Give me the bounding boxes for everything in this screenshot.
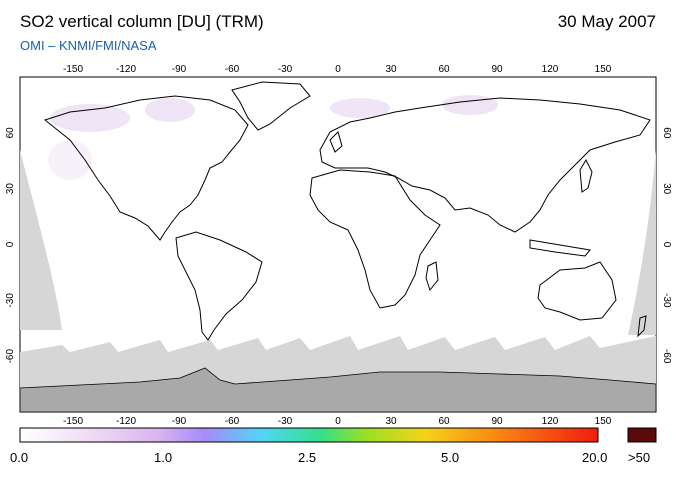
greenland-coast	[231, 81, 311, 131]
bottom-lon-ticks: -150 -120 -90 -60 -30 0 30 60 90 120 150	[63, 416, 612, 427]
lat-tick-label: 0	[5, 241, 16, 247]
lon-tick-label: 0	[335, 416, 341, 427]
lat-tick-label: -30	[661, 293, 672, 308]
lon-tick-label: 90	[491, 64, 503, 75]
lon-tick-label: 30	[385, 416, 397, 427]
lon-tick-label: 60	[438, 64, 450, 75]
colorbar-label-2: 2.5	[298, 450, 317, 465]
map-date: 30 May 2007	[557, 12, 656, 31]
madagascar-coast	[425, 261, 439, 292]
lon-tick-label: 120	[542, 416, 559, 427]
lat-tick-label: 60	[661, 127, 672, 139]
lon-tick-label: -60	[225, 416, 240, 427]
lat-tick-label: -30	[5, 293, 16, 308]
so2-low-tint-patches	[48, 95, 498, 180]
credit-line: OMI – KNMI/FMI/NASA	[20, 38, 157, 53]
lat-tick-label: 60	[5, 127, 16, 139]
lon-tick-label: 0	[335, 64, 341, 75]
south-america-coast	[175, 231, 263, 341]
lon-tick-label: -90	[172, 64, 187, 75]
lon-tick-label: -120	[116, 64, 136, 75]
map-title: SO2 vertical column [DU] (TRM)	[20, 12, 264, 31]
coastlines	[43, 81, 651, 341]
lon-tick-label: 150	[595, 416, 612, 427]
antarctica	[20, 367, 656, 412]
australia-coast	[537, 261, 617, 321]
lon-tick-label: -30	[278, 64, 293, 75]
colorbar-label-4: 20.0	[582, 450, 608, 465]
top-lon-ticks: -150 -120 -90 -60 -30 0 30 60 90 120 150	[63, 64, 612, 75]
lat-tick-label: -60	[5, 349, 16, 364]
lon-tick-label: -150	[63, 416, 83, 427]
colorbar	[19, 427, 599, 443]
colorbar-label-1: 1.0	[154, 450, 173, 465]
colorbar-label-0: 0.0	[10, 450, 29, 465]
no-data-swath-left	[20, 150, 62, 330]
lat-tick-label: -60	[661, 349, 672, 364]
north-america-coast	[43, 95, 249, 241]
left-lat-ticks: 60 30 0 -30 -60	[5, 127, 16, 364]
lon-tick-label: -90	[172, 416, 187, 427]
japan-coast	[579, 158, 593, 193]
uk-coast	[329, 131, 343, 153]
colorbar-label-3: 5.0	[441, 450, 460, 465]
lon-tick-label: 30	[385, 64, 397, 75]
new-zealand-coast	[637, 315, 647, 338]
colorbar-overflow-swatch	[627, 427, 657, 443]
lon-tick-label: 120	[542, 64, 559, 75]
lon-tick-label: 150	[595, 64, 612, 75]
lon-tick-label: -150	[63, 64, 83, 75]
lat-tick-label: 30	[661, 183, 672, 195]
colorbar-overflow-label: >50	[628, 450, 651, 465]
lon-tick-label: -60	[225, 64, 240, 75]
lon-tick-label: -120	[116, 416, 136, 427]
africa-coast	[309, 169, 441, 309]
lat-tick-label: 30	[5, 183, 16, 195]
lon-tick-label: -30	[278, 416, 293, 427]
indonesia-coast	[529, 239, 591, 257]
lat-tick-label: 0	[661, 242, 672, 248]
no-data-swath-right	[628, 150, 656, 335]
lon-tick-label: 60	[438, 416, 450, 427]
right-lat-ticks: 60 30 0 -30 -60	[661, 127, 672, 364]
lon-tick-label: 90	[491, 416, 503, 427]
